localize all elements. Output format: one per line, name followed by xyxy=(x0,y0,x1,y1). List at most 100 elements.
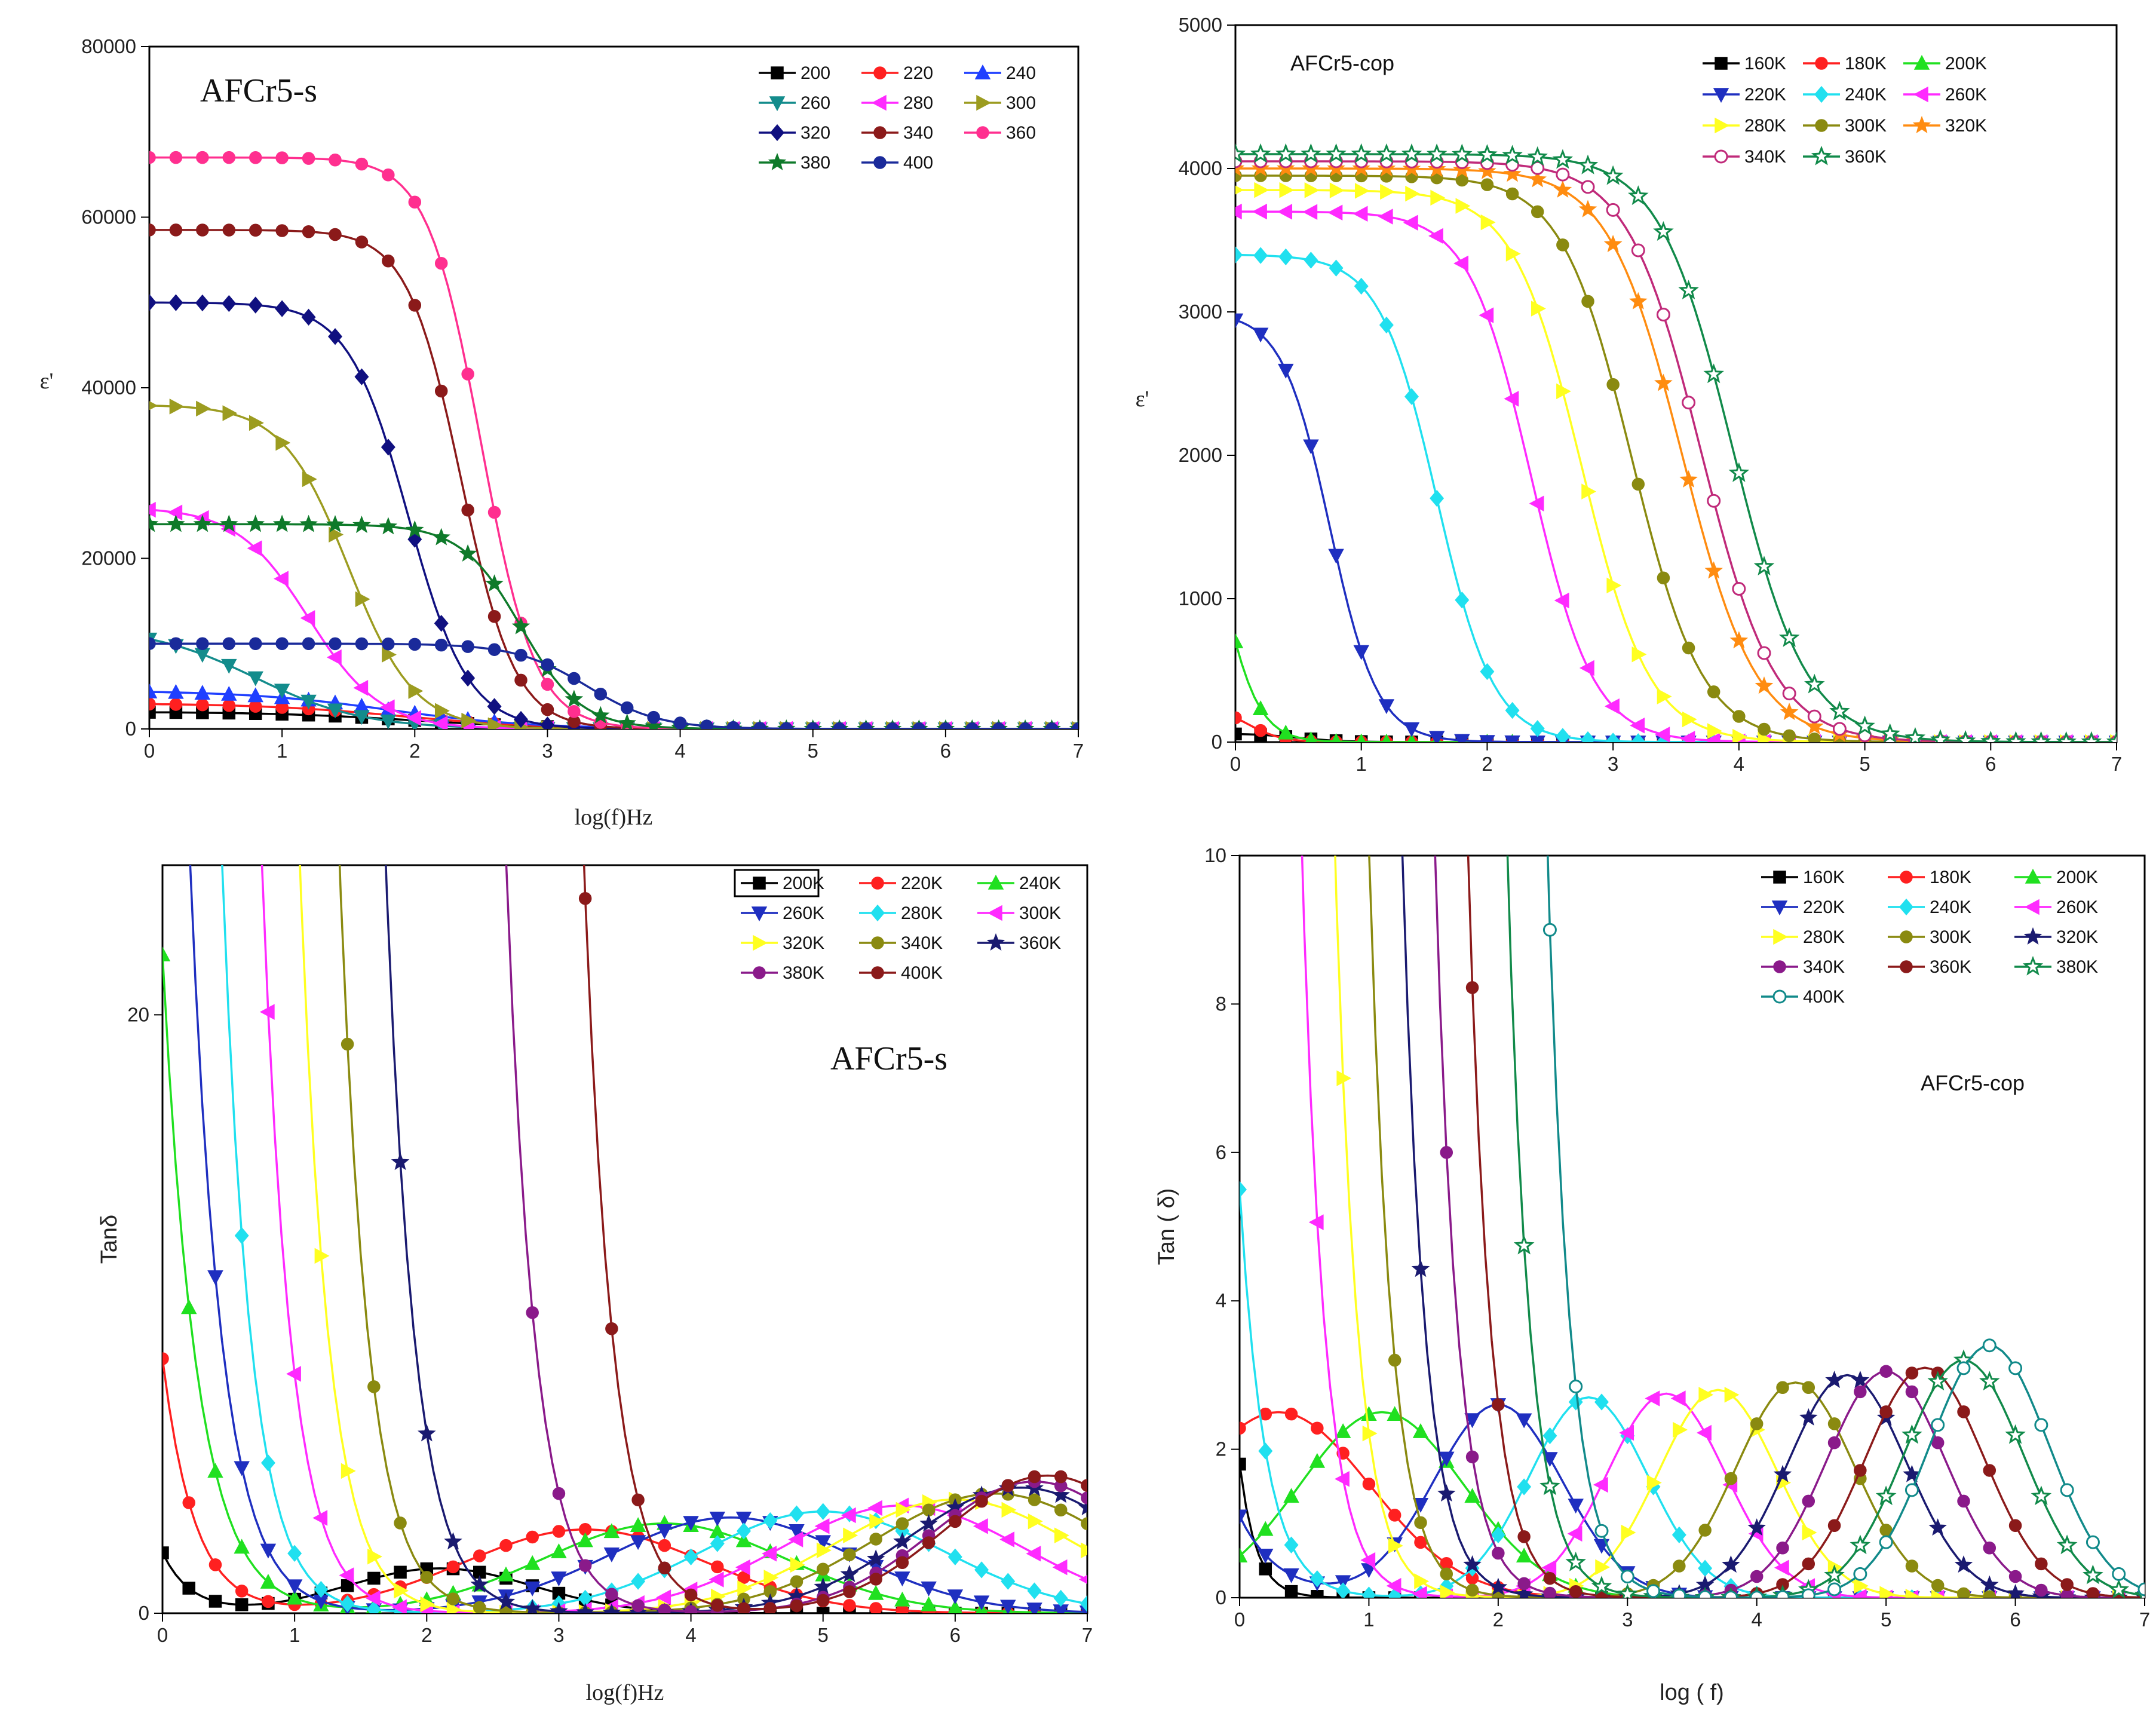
data-point xyxy=(2031,1485,2052,1506)
data-point xyxy=(658,1539,671,1552)
data-point xyxy=(1527,146,1548,166)
legend-marker xyxy=(751,906,768,922)
data-point xyxy=(1829,700,1850,721)
data-point xyxy=(366,1601,381,1613)
y-tick-label: 0 xyxy=(139,1602,149,1624)
data-point xyxy=(1380,183,1395,200)
data-point xyxy=(487,505,501,519)
data-point xyxy=(922,1503,936,1516)
data-point xyxy=(1387,1587,1402,1598)
series-400 xyxy=(149,637,1078,729)
data-point xyxy=(1783,729,1796,742)
data-point xyxy=(2112,1567,2126,1581)
data-point xyxy=(1530,720,1545,737)
x-tick-label: 4 xyxy=(1752,1608,1762,1631)
data-point xyxy=(1567,1525,1583,1542)
data-point xyxy=(326,515,345,533)
data-point xyxy=(1979,1371,2000,1391)
series-320 xyxy=(149,294,1078,729)
data-point xyxy=(565,690,584,707)
data-point xyxy=(1455,198,1471,214)
data-point xyxy=(1054,1470,1068,1484)
data-point xyxy=(2035,1557,2048,1571)
data-point xyxy=(302,471,317,488)
data-point xyxy=(434,256,448,270)
data-point xyxy=(1259,1562,1272,1576)
legend-item-400K: 400K xyxy=(1761,987,1845,1007)
legend-item-320: 320 xyxy=(759,123,830,143)
data-point xyxy=(446,1601,462,1613)
series-320K xyxy=(1235,158,2117,742)
legend-label: 280K xyxy=(1744,116,1786,136)
data-point xyxy=(1362,1425,1378,1442)
data-point xyxy=(1903,1464,1921,1482)
legend-item-160K: 160K xyxy=(1761,868,1845,887)
data-point xyxy=(2035,1583,2048,1597)
x-tick-label: 2 xyxy=(421,1624,432,1646)
data-point xyxy=(1555,728,1570,742)
data-point xyxy=(1802,1557,1815,1571)
legend-item-240: 240 xyxy=(964,63,1036,83)
data-point xyxy=(949,1515,962,1528)
data-point xyxy=(1931,1418,1945,1432)
data-point xyxy=(1388,1537,1403,1554)
legend-marker xyxy=(1773,960,1786,973)
data-point xyxy=(1335,1471,1350,1487)
data-point xyxy=(603,1548,620,1562)
data-point xyxy=(1240,1457,1246,1471)
data-point xyxy=(1805,717,1824,735)
data-point xyxy=(1854,1577,1869,1594)
data-point xyxy=(1778,627,1800,647)
data-point xyxy=(355,235,369,249)
data-point xyxy=(380,714,397,729)
data-point xyxy=(487,610,501,623)
data-point xyxy=(1672,1588,1686,1598)
data-point xyxy=(1541,1559,1557,1576)
series-line xyxy=(162,1358,1087,1613)
series-line xyxy=(260,865,1087,1613)
x-tick-label: 5 xyxy=(808,740,818,762)
legend-item-380K: 380K xyxy=(2014,955,2098,977)
data-point xyxy=(382,168,395,182)
legend-label: 320K xyxy=(1945,116,1987,136)
data-point xyxy=(355,591,370,608)
data-point xyxy=(1556,383,1571,400)
data-point xyxy=(1439,1451,1455,1467)
data-point xyxy=(1430,489,1445,507)
data-point xyxy=(473,1549,486,1562)
series-400K xyxy=(578,865,1087,1613)
legend-marker xyxy=(1713,88,1729,103)
data-point xyxy=(1505,701,1520,719)
legend-label: 380K xyxy=(783,963,824,983)
data-point xyxy=(1824,1564,1845,1585)
data-point xyxy=(1404,388,1419,405)
data-point xyxy=(1851,1589,1867,1598)
data-point xyxy=(806,722,820,729)
data-point xyxy=(196,151,209,164)
data-point xyxy=(1630,718,1645,734)
data-point xyxy=(973,1518,988,1534)
data-point xyxy=(1854,715,1875,736)
data-point xyxy=(1331,733,1341,742)
data-point xyxy=(1514,1585,1534,1598)
data-point xyxy=(446,1592,460,1605)
data-point xyxy=(406,520,424,538)
legend-marker xyxy=(753,877,766,890)
data-point xyxy=(526,1530,539,1544)
data-point xyxy=(631,1573,646,1590)
data-point xyxy=(1569,1585,1583,1598)
data-point xyxy=(1465,1450,1479,1464)
legend-label: 400K xyxy=(901,963,943,983)
data-point xyxy=(1850,1534,1871,1555)
data-point xyxy=(2108,1579,2129,1598)
x-tick-label: 4 xyxy=(685,1624,696,1646)
data-point xyxy=(1983,1464,1996,1477)
data-point xyxy=(524,1555,541,1570)
legend-label: 320K xyxy=(2056,927,2098,947)
data-point xyxy=(1254,724,1267,737)
data-point xyxy=(432,528,450,546)
legend-marker xyxy=(976,94,992,111)
legend-item-240K: 240K xyxy=(1888,897,1971,917)
data-point xyxy=(302,225,315,238)
x-tick-label: 1 xyxy=(1356,753,1367,775)
